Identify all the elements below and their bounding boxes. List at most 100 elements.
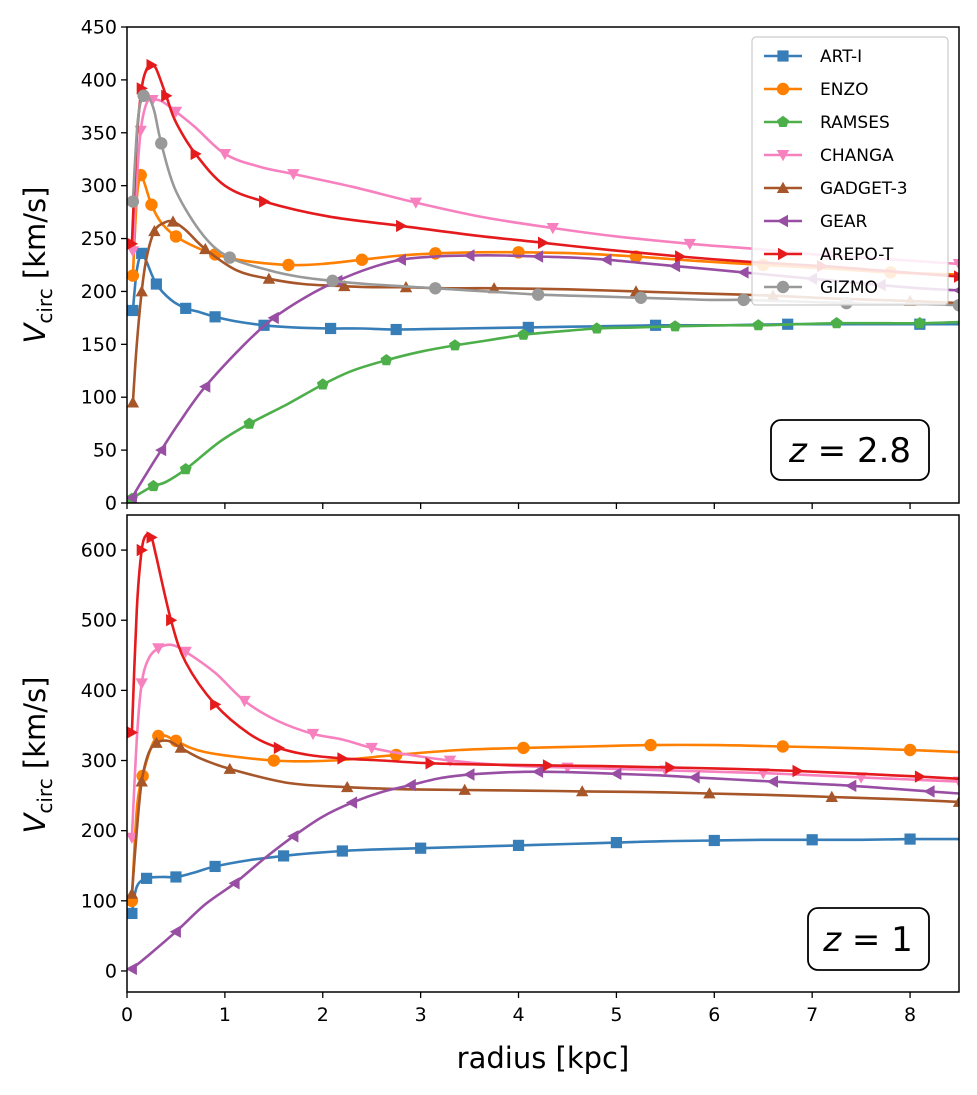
data-point-arepo-t: [792, 764, 804, 778]
data-point-gadget-3: [338, 280, 351, 292]
bottom-xtick-label: 1: [219, 1004, 231, 1026]
data-point-ramses: [380, 354, 393, 366]
legend-swatch-marker: [776, 181, 790, 193]
top-ytick-label: 250: [81, 228, 117, 250]
top-ytick-label: 0: [105, 493, 117, 515]
data-point-gear: [155, 443, 167, 457]
top-annotation-var: z: [788, 431, 808, 471]
top-ytick-label: 50: [93, 440, 117, 462]
data-point-arepo-t: [542, 759, 555, 772]
bottom-xtick-label: 4: [512, 1004, 524, 1026]
data-point-arepo-t: [127, 726, 139, 739]
series-art-i: [127, 833, 959, 920]
data-point-art-i: [610, 836, 623, 849]
bottom-ytick-label: 600: [81, 540, 117, 562]
legend-swatch-marker: [776, 214, 788, 228]
bottom-redshift-annotation: z = 1: [807, 907, 930, 971]
data-point-enzo: [355, 253, 369, 266]
bottom-ytick-label: 100: [81, 890, 117, 912]
data-point-gear: [404, 778, 416, 792]
data-point-ramses: [316, 378, 329, 390]
legend-swatch-marker: [776, 150, 790, 162]
data-point-gadget-3: [135, 285, 148, 297]
data-point-art-i: [136, 247, 148, 259]
data-point-gear: [610, 767, 622, 780]
data-point-arepo-t: [161, 89, 173, 102]
data-point-gadget-3: [135, 775, 148, 787]
top-panel: 0 50 100 150 200 250 300 350 400 450 Vcirc [km/s]…: [18, 17, 960, 515]
bottom-ylabel-main: V: [18, 811, 52, 833]
data-point-enzo: [282, 258, 295, 272]
top-annotation-box: [770, 419, 930, 481]
data-point-gear: [463, 249, 475, 262]
data-point-arepo-t: [954, 270, 959, 283]
series-line-changa: [131, 98, 959, 266]
data-point-gear: [267, 311, 279, 325]
top-series-layer: [127, 58, 959, 503]
top-ylabel: Vcirc [km/s]: [18, 187, 57, 344]
bottom-ylabel: Vcirc [km/s]: [18, 677, 57, 834]
bottom-series-layer: [127, 531, 959, 976]
legend-entry-art-i: ART-I: [764, 47, 862, 67]
data-point-gear: [127, 491, 137, 503]
data-point-changa: [306, 728, 320, 741]
data-point-gizmo: [634, 291, 648, 304]
data-point-gadget-3: [952, 795, 959, 807]
data-point-ramses: [830, 317, 843, 329]
legend: ART-I ENZO RAMSES CHANGA GADGET-3 GEAR AREPO-T…: [751, 36, 949, 306]
data-point-gear: [199, 380, 211, 393]
bottom-annotation-var: z: [822, 920, 842, 960]
data-point-changa: [218, 149, 232, 161]
data-point-changa: [135, 678, 148, 690]
top-ylabel-main: V: [18, 321, 52, 343]
data-point-changa: [179, 646, 192, 658]
bottom-ytick-label: 300: [81, 750, 117, 772]
data-point-gadget-3: [127, 887, 139, 899]
data-point-gadget-3: [166, 215, 180, 227]
data-point-gizmo: [952, 298, 959, 312]
bottom-ytick-label: 200: [81, 820, 117, 842]
top-annotation-text: z = 2.8: [788, 431, 911, 471]
data-point-gadget-3: [576, 785, 589, 797]
data-point-changa: [127, 246, 140, 258]
series-arepo-t: [127, 58, 959, 283]
bottom-panel: 0 100 200 300 400 500 600 0 1 2 3 4 5 6 7 8 Vcirc [km/s…: [18, 514, 960, 1075]
bottom-ytick-label: 500: [81, 610, 117, 632]
data-point-gizmo: [737, 293, 750, 307]
data-point-art-i: [336, 845, 348, 857]
legend-entry-gear: GEAR: [764, 212, 868, 232]
data-point-changa: [365, 742, 378, 755]
data-point-gear: [668, 259, 681, 273]
data-point-gear: [287, 830, 299, 843]
data-point-ramses: [243, 417, 256, 429]
data-point-ramses: [449, 339, 461, 351]
top-ytick-label: 100: [81, 387, 117, 409]
bottom-ytick-label: 0: [105, 960, 117, 982]
data-point-gear: [688, 771, 700, 784]
data-point-changa: [152, 643, 165, 655]
data-point-art-i: [209, 311, 221, 323]
data-point-gizmo: [137, 89, 150, 102]
data-point-art-i: [415, 842, 427, 854]
data-point-gadget-3: [199, 242, 212, 255]
data-point-ramses: [147, 479, 160, 492]
data-point-gear: [394, 253, 406, 266]
data-point-arepo-t: [396, 219, 408, 233]
legend-label: RAMSES: [820, 113, 890, 133]
legend-label: ART-I: [820, 47, 862, 67]
data-point-art-i: [180, 302, 192, 314]
data-point-arepo-t: [665, 761, 677, 774]
data-point-gear: [531, 765, 544, 778]
data-point-arepo-t: [136, 543, 148, 557]
data-point-gizmo: [127, 195, 140, 208]
bottom-ticks-layer: 0 100 200 300 400 500 600 0 1 2 3 4 5 6 7 8: [81, 540, 916, 1026]
data-point-art-i: [170, 871, 182, 883]
bottom-xtick-label: 5: [610, 1004, 622, 1026]
data-point-arepo-t: [538, 236, 550, 249]
data-point-art-i: [390, 323, 402, 336]
legend-entries: ART-I ENZO RAMSES CHANGA GADGET-3 GEAR AREPO-T…: [764, 47, 908, 298]
data-point-gadget-3: [174, 741, 187, 753]
data-point-arepo-t: [914, 770, 926, 783]
data-point-gadget-3: [458, 783, 471, 795]
data-point-gizmo: [531, 288, 545, 301]
